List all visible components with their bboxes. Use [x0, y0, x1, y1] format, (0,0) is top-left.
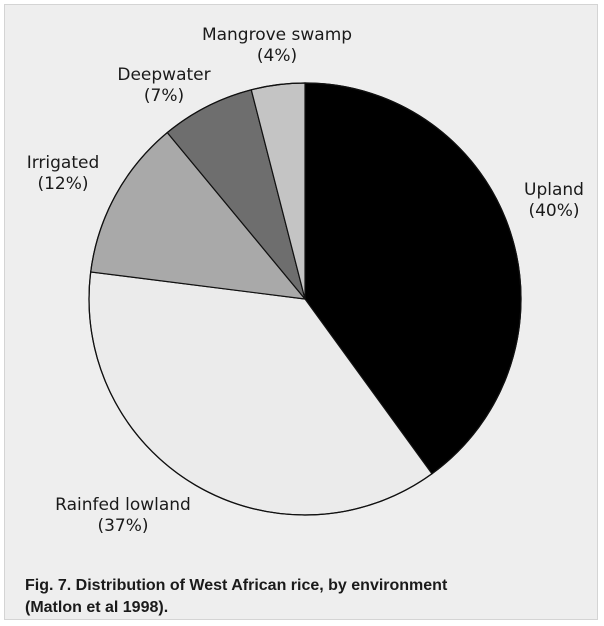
- slice-label-mangrove-swamp: Mangrove swamp: [202, 25, 352, 45]
- slice-label-irrigated: Irrigated: [27, 153, 100, 173]
- pie-outline: [88, 82, 522, 516]
- slice-percent-irrigated: (12%): [37, 174, 88, 194]
- caption-line-2: (Matlon et al 1998).: [25, 599, 169, 616]
- figure-panel: Upland (40%) Rainfed lowland (37%) Irrigated…: [4, 4, 598, 620]
- slice-percent-mangrove-swamp: (4%): [257, 46, 297, 66]
- slice-label-rainfed-lowland: Rainfed lowland: [55, 495, 191, 515]
- slice-label-deepwater: Deepwater: [117, 65, 210, 85]
- caption-line-1: Fig. 7. Distribution of West African ric…: [25, 577, 448, 594]
- slice-label-upland: Upland: [524, 180, 584, 200]
- figure-caption: Fig. 7. Distribution of West African ric…: [25, 575, 585, 619]
- pie-chart: Upland(40%) Rainfed lowland(37%) Irrigated…: [27, 25, 584, 536]
- slice-percent-deepwater: (7%): [144, 86, 184, 106]
- slice-percent-rainfed-lowland: (37%): [97, 516, 148, 536]
- slice-percent-upland: (40%): [528, 201, 579, 221]
